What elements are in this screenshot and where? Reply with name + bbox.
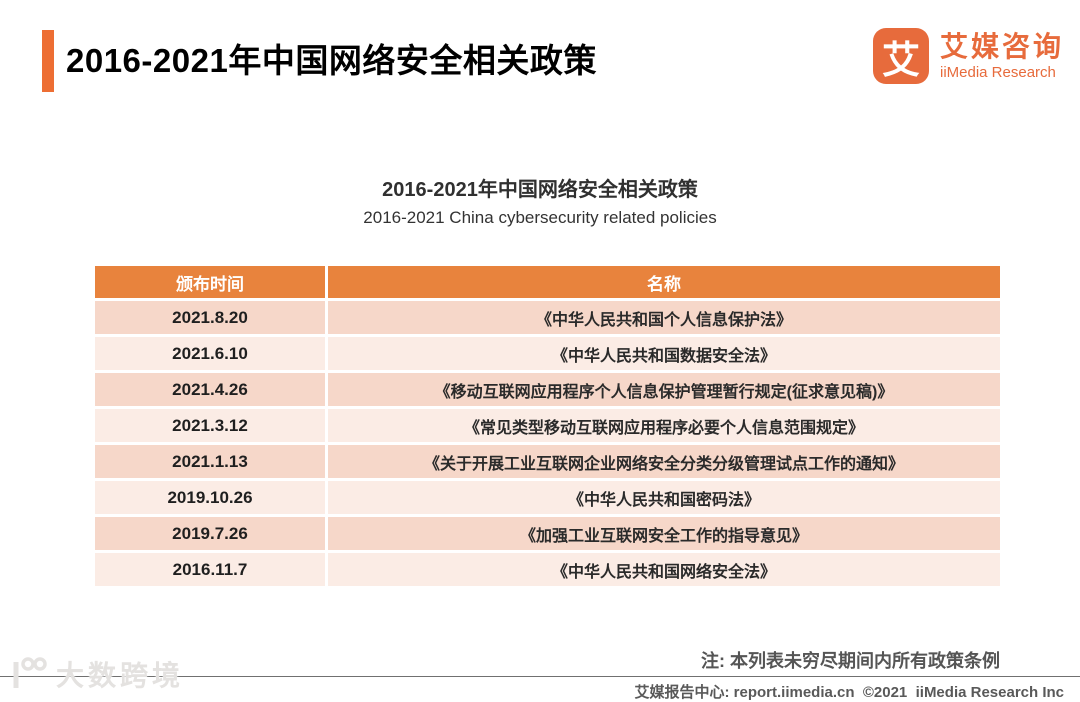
policy-table: 颁布时间 名称 2021.8.20 《中华人民共和国个人信息保护法》 2021.6.… — [95, 266, 1000, 586]
policy-date-cell: 2019.7.26 — [95, 517, 328, 550]
page-title: 2016-2021年中国网络安全相关政策 — [66, 42, 597, 79]
table-title-en: 2016-2021 China cybersecurity related po… — [363, 208, 717, 227]
policy-date-cell: 2021.8.20 — [95, 301, 328, 334]
column-header-date: 颁布时间 — [95, 266, 328, 298]
iimedia-logo-icon: 艾 — [872, 28, 929, 84]
policy-name-cell: 《中华人民共和国网络安全法》 — [551, 563, 776, 581]
policy-date-cell: 2021.6.10 — [95, 337, 328, 370]
logo-glyph: 艾 — [881, 39, 920, 82]
table-row: 2016.11.7 《中华人民共和国网络安全法》 — [95, 553, 1000, 586]
iimedia-logo: 艾 艾媒咨询 iiMedia Research — [872, 28, 1064, 84]
policy-date-cell: 2016.11.7 — [95, 553, 328, 586]
table-row: 2021.4.26 《移动互联网应用程序个人信息保护管理暂行规定(征求意见稿)》 — [95, 373, 1000, 406]
policy-date-cell: 2019.10.26 — [95, 481, 328, 514]
table-header-row: 颁布时间 名称 — [95, 266, 1000, 298]
watermark-text: 大数跨境 — [56, 660, 185, 691]
table-row: 2021.8.20 《中华人民共和国个人信息保护法》 — [95, 301, 1000, 334]
table-row: 2021.1.13 《关于开展工业互联网企业网络安全分类分级管理试点工作的通知》 — [95, 445, 1000, 478]
policy-date-cell: 2021.4.26 — [95, 373, 328, 406]
policy-name-cell: 《中华人民共和国密码法》 — [567, 491, 760, 509]
title-accent-bar — [42, 30, 54, 92]
policy-name-cell: 《常见类型移动互联网应用程序必要个人信息范围规定》 — [463, 419, 864, 437]
footnote: 注: 本列表未穷尽期间内所有政策条例 — [701, 651, 1000, 671]
policy-name-cell: 《中华人民共和国个人信息保护法》 — [535, 311, 792, 329]
logo-text: 艾媒咨询 iiMedia Research — [940, 31, 1064, 82]
table-row: 2021.3.12 《常见类型移动互联网应用程序必要个人信息范围规定》 — [95, 409, 1000, 442]
policy-name-cell: 《关于开展工业互联网企业网络安全分类分级管理试点工作的通知》 — [423, 455, 904, 473]
watermark-logo-icon — [13, 657, 47, 688]
logo-name-cn: 艾媒咨询 — [939, 30, 1064, 62]
footer-divider — [0, 676, 1080, 677]
policy-name-cell: 《加强工业互联网安全工作的指导意见》 — [519, 527, 808, 545]
policy-name-cell: 《中华人民共和国数据安全法》 — [551, 347, 776, 365]
logo-name-en: iiMedia Research — [939, 63, 1056, 81]
table-row: 2021.6.10 《中华人民共和国数据安全法》 — [95, 337, 1000, 370]
table-body: 2021.8.20 《中华人民共和国个人信息保护法》 2021.6.10 《中华人民共… — [95, 301, 1000, 586]
footer-credit: 艾媒报告中心: report.iimedia.cn ©2021 iiMedia … — [634, 684, 1064, 701]
policy-date-cell: 2021.1.13 — [95, 445, 328, 478]
policy-date-cell: 2021.3.12 — [95, 409, 328, 442]
table-title-cn: 2016-2021年中国网络安全相关政策 — [382, 179, 698, 201]
column-header-name: 名称 — [647, 274, 681, 294]
table-row: 2019.10.26 《中华人民共和国密码法》 — [95, 481, 1000, 514]
watermark: 大数跨境 — [6, 654, 184, 694]
policy-name-cell: 《移动互联网应用程序个人信息保护管理暂行规定(征求意见稿)》 — [434, 383, 894, 401]
table-row: 2019.7.26 《加强工业互联网安全工作的指导意见》 — [95, 517, 1000, 550]
